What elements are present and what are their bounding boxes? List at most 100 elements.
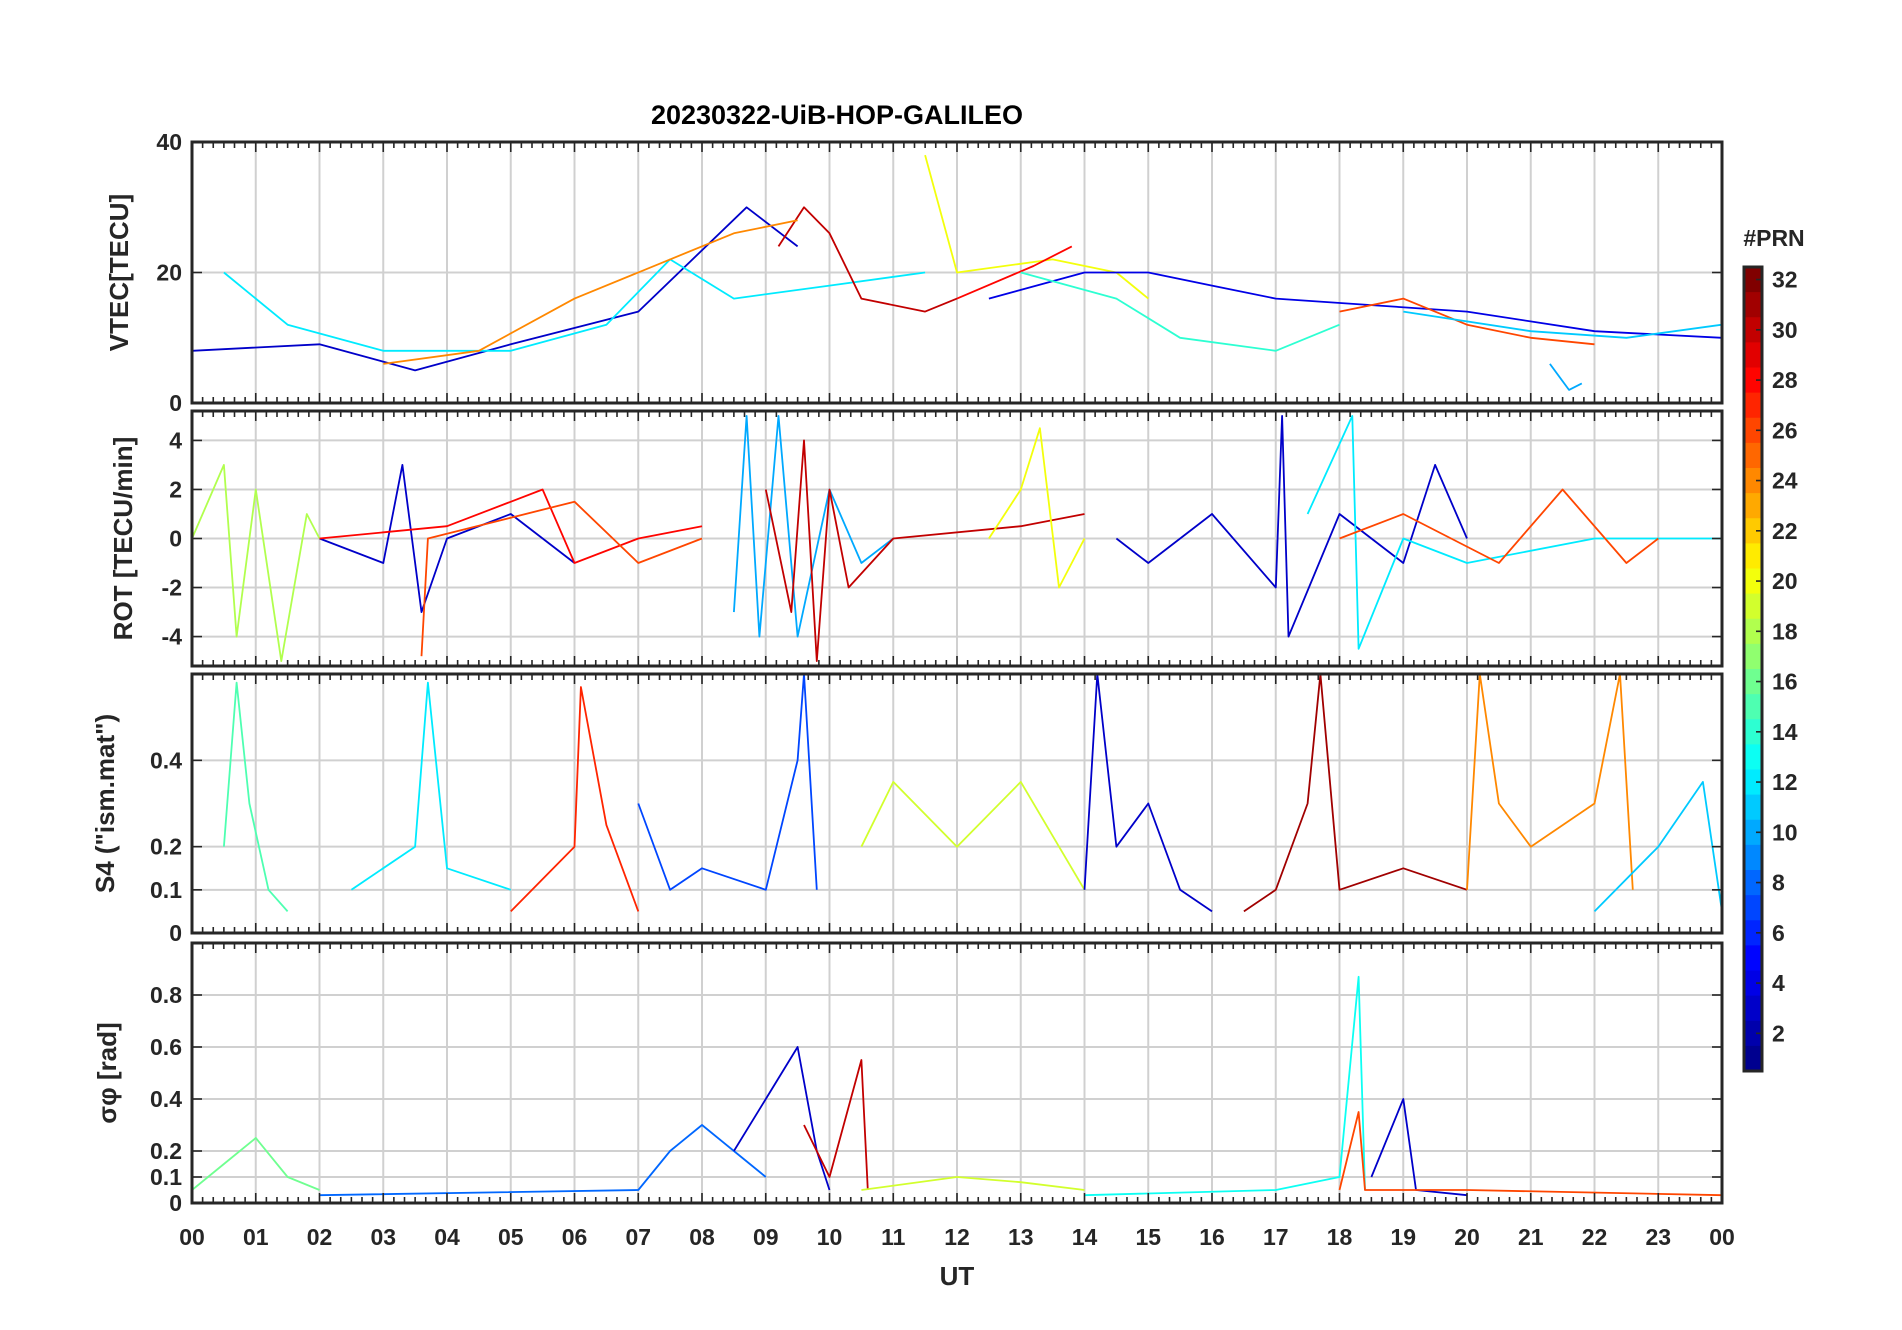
colorbar-segment xyxy=(1744,643,1762,670)
y-tick-label: 0.4 xyxy=(150,1086,182,1112)
series-prn-13 xyxy=(1084,975,1366,1197)
series-prn-7 xyxy=(637,674,818,891)
panel-4: 00.10.2 0.4 0.6 0.8 σφ [rad] xyxy=(92,941,1724,1216)
series-prn-14 xyxy=(1020,271,1340,352)
y-axis-label: S4 ("ism.mat") xyxy=(90,714,120,893)
series-prn-24 xyxy=(1466,674,1634,890)
colorbar: 32 30 28 26 24 22 20 18 16 14 12 10 8 6 4 2 #PRN xyxy=(1742,225,1805,1073)
colorbar-segment xyxy=(1744,493,1762,519)
x-tick-label: 06 xyxy=(562,1224,588,1250)
colorbar-segment xyxy=(1744,769,1762,796)
x-tick-label: 15 xyxy=(1135,1224,1161,1250)
series-prn-19 xyxy=(861,1176,1085,1191)
series-prn-10 xyxy=(1549,363,1583,391)
series-prn-12 xyxy=(1306,415,1722,650)
y-tick-label: 0 xyxy=(169,390,182,416)
y-tick-label: 2 xyxy=(169,476,182,502)
colorbar-tick-label: 26 xyxy=(1772,417,1798,443)
y-tick-label: 0.1 xyxy=(150,1164,182,1190)
y-axis-label: σφ [rad] xyxy=(92,1022,122,1123)
series-prn-10 xyxy=(733,415,894,638)
colorbar-tick-label: 22 xyxy=(1772,518,1798,544)
y-tick-label: -2 xyxy=(162,575,182,601)
series-group xyxy=(223,674,1722,913)
x-tick-labels: 00 01 02 03 04 05 06 07 08 09 10 11 12 13 14 15 16 17 18 19… xyxy=(179,1224,1735,1250)
colorbar-segment xyxy=(1744,719,1762,745)
x-tick-label: 01 xyxy=(243,1224,269,1250)
x-tick-label: 21 xyxy=(1518,1224,1544,1250)
y-tick-label: 0.2 xyxy=(150,834,182,860)
x-tick-label: 09 xyxy=(753,1224,779,1250)
colorbar-tick-label: 10 xyxy=(1772,819,1798,845)
series-prn-3 xyxy=(1115,415,1468,638)
colorbar-segment xyxy=(1744,618,1762,645)
colorbar-segment xyxy=(1744,819,1762,846)
y-tick-label: 0 xyxy=(169,1190,182,1216)
series-prn-26 xyxy=(1338,1111,1722,1197)
series-prn-30 xyxy=(777,206,958,313)
series-prn-28 xyxy=(319,488,703,564)
colorbar-segment xyxy=(1744,568,1762,595)
colorbar-tick-label: 32 xyxy=(1772,267,1798,293)
x-tick-label: 04 xyxy=(434,1224,460,1250)
y-tick-label: 4 xyxy=(169,427,182,453)
colorbar-segment xyxy=(1744,895,1762,921)
y-tick-label: -4 xyxy=(162,624,183,650)
colorbar-segment xyxy=(1744,945,1762,972)
series-prn-24 xyxy=(383,219,798,365)
colorbar-segment xyxy=(1744,844,1762,871)
colorbar-tick-label: 18 xyxy=(1772,618,1798,644)
series-prn-31 xyxy=(1243,674,1468,913)
x-tick-label: 11 xyxy=(881,1224,906,1250)
colorbar-segment xyxy=(1744,292,1762,318)
x-tick-label: 16 xyxy=(1199,1224,1225,1250)
x-tick-label: 23 xyxy=(1645,1224,1671,1250)
series-prn-3 xyxy=(192,206,799,372)
series-prn-30 xyxy=(803,1059,869,1191)
y-tick-label: 0.6 xyxy=(150,1034,182,1060)
colorbar-tick-label: 6 xyxy=(1772,920,1785,946)
colorbar-segment xyxy=(1744,468,1762,494)
x-tick-label: 02 xyxy=(307,1224,333,1250)
series-prn-26 xyxy=(1339,297,1595,346)
colorbar-segment xyxy=(1744,870,1762,896)
y-tick-label: 0 xyxy=(169,920,182,946)
colorbar-segment xyxy=(1744,1045,1762,1072)
series-prn-26 xyxy=(420,500,703,657)
series-group xyxy=(192,975,1722,1197)
colorbar-segment xyxy=(1744,593,1762,620)
series-prn-19 xyxy=(860,781,1086,891)
x-axis-label: UT xyxy=(940,1261,975,1291)
series-prn-8 xyxy=(319,1124,767,1197)
colorbar-tick-label: 14 xyxy=(1772,719,1798,745)
x-tick-label: 03 xyxy=(370,1224,396,1250)
series-prn-28 xyxy=(956,245,1073,300)
x-tick-label: 22 xyxy=(1582,1224,1608,1250)
series-prn-3 xyxy=(319,464,576,613)
series-prn-20 xyxy=(924,154,1149,300)
x-tick-label: 12 xyxy=(944,1224,970,1250)
x-tick-label: 05 xyxy=(498,1224,524,1250)
colorbar-segment xyxy=(1744,1020,1762,1047)
y-axis-label: ROT [TECU/min] xyxy=(108,437,138,641)
series-group xyxy=(192,415,1722,662)
colorbar-tick-label: 4 xyxy=(1772,970,1785,996)
chart-title: 20230322-UiB-HOP-GALILEO xyxy=(651,100,1023,130)
colorbar-segment xyxy=(1744,367,1762,394)
colorbar-tick-label: 20 xyxy=(1772,568,1798,594)
colorbar-tick-label: 28 xyxy=(1772,367,1798,393)
panel-3: 0 0.1 0.2 0.4 S4 ("ism.mat") xyxy=(90,672,1724,946)
x-tick-label: 14 xyxy=(1072,1224,1098,1250)
colorbar-segment xyxy=(1744,442,1762,469)
x-tick-label: 18 xyxy=(1327,1224,1353,1250)
series-prn-16 xyxy=(192,1137,320,1191)
colorbar-tick-label: 24 xyxy=(1772,468,1798,494)
y-tick-label: 0.4 xyxy=(150,747,182,773)
colorbar-segment xyxy=(1744,392,1762,419)
colorbar-segment xyxy=(1744,317,1762,343)
x-tick-label: 10 xyxy=(817,1224,843,1250)
series-prn-3 xyxy=(733,1046,831,1191)
colorbar-segment xyxy=(1744,267,1762,293)
series-prn-26 xyxy=(1339,488,1659,564)
